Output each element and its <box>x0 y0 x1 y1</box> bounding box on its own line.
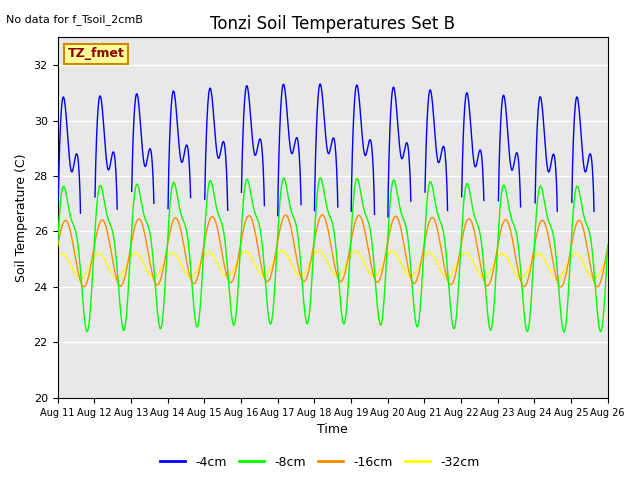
Text: No data for f_Tsoil_2cmB: No data for f_Tsoil_2cmB <box>6 14 143 25</box>
Legend: -4cm, -8cm, -16cm, -32cm: -4cm, -8cm, -16cm, -32cm <box>156 451 484 474</box>
Y-axis label: Soil Temperature (C): Soil Temperature (C) <box>15 154 28 282</box>
X-axis label: Time: Time <box>317 423 348 436</box>
Title: Tonzi Soil Temperatures Set B: Tonzi Soil Temperatures Set B <box>210 15 455 33</box>
